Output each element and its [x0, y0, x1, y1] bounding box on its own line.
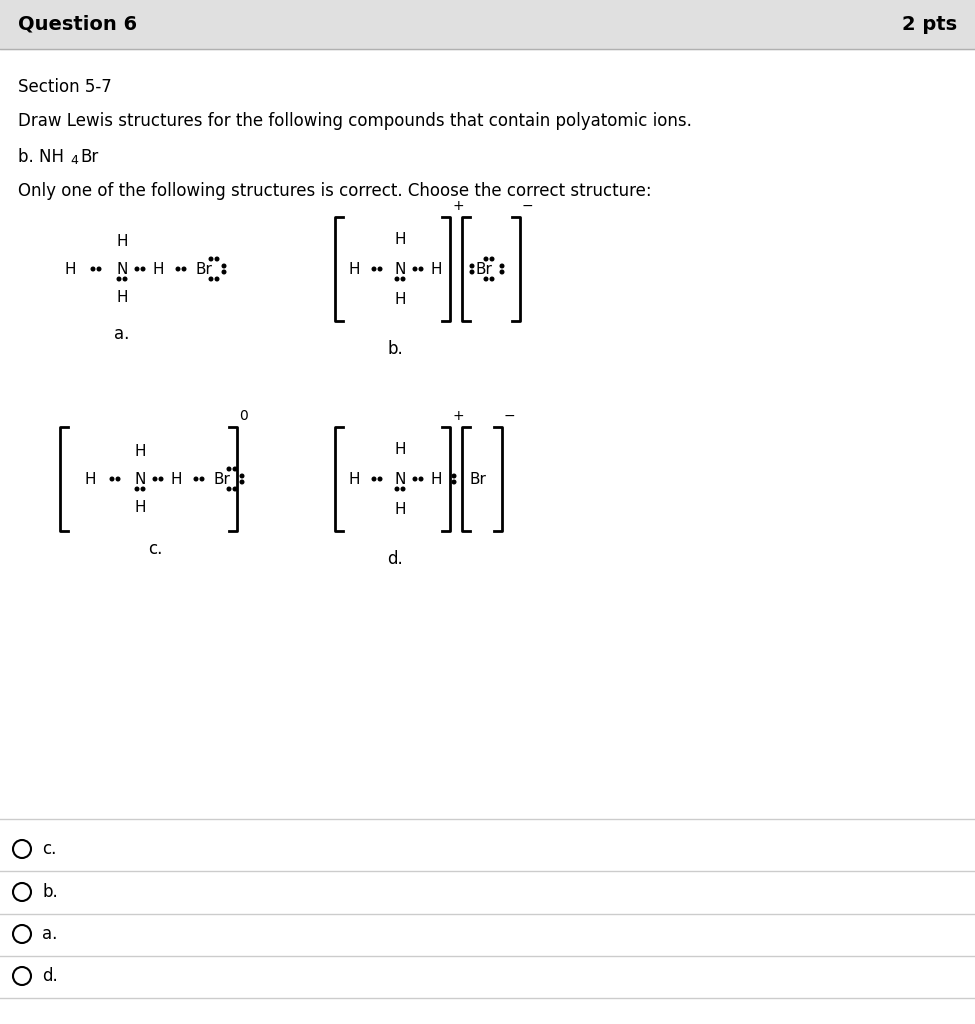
Circle shape [222, 264, 226, 268]
Text: +: + [452, 199, 464, 213]
Circle shape [117, 278, 121, 281]
Text: a.: a. [114, 325, 130, 343]
Text: H: H [348, 471, 360, 486]
Text: N: N [135, 471, 145, 486]
Text: H: H [430, 471, 442, 486]
Circle shape [485, 257, 488, 261]
Text: Br: Br [80, 148, 98, 166]
Text: H: H [152, 261, 164, 276]
Circle shape [92, 267, 95, 270]
Circle shape [485, 278, 488, 281]
Text: H: H [394, 441, 406, 457]
Text: H: H [84, 471, 96, 486]
Circle shape [395, 487, 399, 490]
Circle shape [413, 267, 416, 270]
Circle shape [222, 270, 226, 273]
Circle shape [227, 487, 231, 490]
Circle shape [116, 477, 120, 481]
Circle shape [200, 477, 204, 481]
Circle shape [227, 467, 231, 471]
Circle shape [210, 257, 213, 261]
Circle shape [215, 257, 218, 261]
Circle shape [401, 278, 405, 281]
Circle shape [159, 477, 163, 481]
Text: N: N [394, 471, 406, 486]
Circle shape [452, 480, 455, 483]
Text: Question 6: Question 6 [18, 15, 137, 34]
Circle shape [372, 477, 375, 481]
Bar [0, 0, 975, 49]
Text: H: H [348, 261, 360, 276]
Text: Br: Br [470, 471, 487, 486]
Circle shape [176, 267, 179, 270]
Circle shape [182, 267, 186, 270]
Circle shape [395, 278, 399, 281]
Text: H: H [394, 231, 406, 247]
Circle shape [194, 477, 198, 481]
Circle shape [215, 278, 218, 281]
Circle shape [141, 267, 145, 270]
Text: c.: c. [42, 840, 57, 858]
Circle shape [233, 467, 237, 471]
Text: H: H [394, 502, 406, 516]
Text: a.: a. [42, 925, 58, 943]
Text: Br: Br [476, 261, 492, 276]
Circle shape [500, 270, 504, 273]
Text: Only one of the following structures is correct. Choose the correct structure:: Only one of the following structures is … [18, 182, 651, 200]
Text: H: H [64, 261, 76, 276]
Text: N: N [116, 261, 128, 276]
Text: H: H [430, 261, 442, 276]
Circle shape [153, 477, 157, 481]
Text: c.: c. [148, 540, 162, 558]
Text: H: H [135, 500, 145, 514]
Circle shape [401, 487, 405, 490]
Circle shape [470, 264, 474, 268]
Circle shape [490, 278, 493, 281]
Circle shape [210, 278, 213, 281]
Text: +: + [452, 409, 464, 423]
Text: −: − [504, 409, 516, 423]
Circle shape [136, 267, 138, 270]
Circle shape [110, 477, 114, 481]
Text: Draw Lewis structures for the following compounds that contain polyatomic ions.: Draw Lewis structures for the following … [18, 112, 692, 130]
Text: 4: 4 [70, 155, 78, 168]
Text: Br: Br [214, 471, 230, 486]
Circle shape [98, 267, 100, 270]
Text: 2 pts: 2 pts [902, 15, 957, 34]
Text: b.: b. [42, 883, 58, 901]
Circle shape [378, 267, 382, 270]
Circle shape [123, 278, 127, 281]
Text: H: H [116, 290, 128, 304]
Text: d.: d. [42, 967, 58, 985]
Text: b.: b. [387, 340, 403, 358]
Circle shape [490, 257, 493, 261]
Circle shape [378, 477, 382, 481]
Text: H: H [116, 233, 128, 249]
Circle shape [141, 487, 145, 490]
Text: 0: 0 [239, 409, 248, 423]
Circle shape [500, 264, 504, 268]
Circle shape [240, 474, 244, 478]
Text: H: H [135, 443, 145, 459]
Text: d.: d. [387, 550, 403, 568]
Circle shape [136, 487, 138, 490]
Circle shape [470, 270, 474, 273]
Text: −: − [522, 199, 533, 213]
Text: b. NH: b. NH [18, 148, 64, 166]
Text: Section 5-7: Section 5-7 [18, 78, 112, 96]
Text: H: H [171, 471, 181, 486]
Circle shape [233, 487, 237, 490]
Circle shape [419, 267, 423, 270]
Circle shape [240, 480, 244, 483]
Circle shape [372, 267, 375, 270]
Circle shape [419, 477, 423, 481]
Text: Br: Br [196, 261, 213, 276]
Circle shape [452, 474, 455, 478]
Text: N: N [394, 261, 406, 276]
Text: H: H [394, 292, 406, 306]
Circle shape [413, 477, 416, 481]
